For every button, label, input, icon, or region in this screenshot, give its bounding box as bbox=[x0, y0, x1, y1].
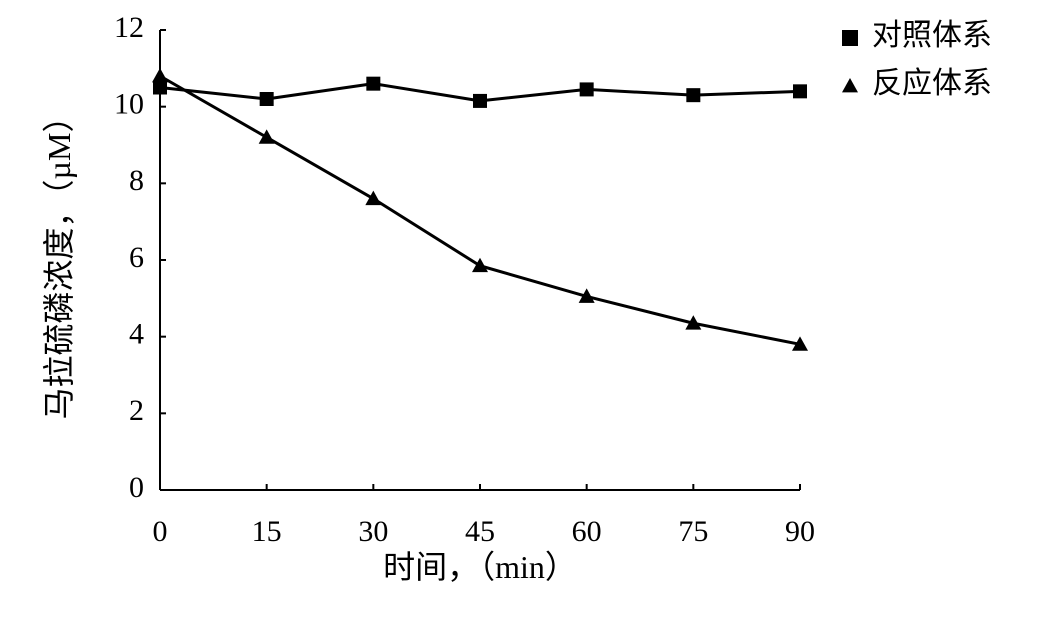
series-marker-reaction bbox=[152, 68, 168, 82]
series-marker-control bbox=[580, 82, 594, 96]
series-marker-control bbox=[260, 92, 274, 106]
series-marker-reaction bbox=[365, 191, 381, 205]
series-marker-control bbox=[473, 94, 487, 108]
series-line-reaction bbox=[160, 76, 800, 344]
y-tick-label: 2 bbox=[129, 394, 144, 427]
legend-label-control: 对照体系 bbox=[872, 19, 992, 52]
x-tick-label: 90 bbox=[785, 515, 815, 548]
x-tick-label: 30 bbox=[358, 515, 388, 548]
legend-item-reaction: 反应体系 bbox=[842, 67, 992, 100]
y-tick-label: 10 bbox=[114, 88, 144, 121]
x-tick-label: 45 bbox=[465, 515, 495, 548]
legend-marker-reaction bbox=[842, 78, 858, 92]
y-tick-label: 6 bbox=[129, 241, 144, 274]
x-tick-label: 60 bbox=[572, 515, 602, 548]
series-marker-reaction bbox=[472, 258, 488, 272]
x-axis-label: 时间，（min） bbox=[383, 549, 577, 585]
series-marker-control bbox=[153, 81, 167, 95]
y-axis-label: 马拉硫磷浓度，（µM） bbox=[41, 101, 77, 420]
y-tick-label: 12 bbox=[114, 11, 144, 44]
x-tick-label: 0 bbox=[153, 515, 168, 548]
y-tick-label: 8 bbox=[129, 164, 144, 197]
y-tick-label: 0 bbox=[129, 471, 144, 504]
series-marker-control bbox=[686, 88, 700, 102]
series-marker-control bbox=[793, 84, 807, 98]
series-reaction bbox=[152, 68, 808, 351]
x-tick-label: 15 bbox=[252, 515, 282, 548]
y-tick-label: 4 bbox=[129, 318, 144, 351]
legend-label-reaction: 反应体系 bbox=[872, 67, 992, 100]
series-marker-reaction bbox=[259, 129, 275, 143]
series-marker-control bbox=[366, 77, 380, 91]
legend-item-control: 对照体系 bbox=[842, 19, 992, 52]
legend-marker-control bbox=[842, 30, 858, 46]
x-tick-label: 75 bbox=[678, 515, 708, 548]
chart-container: 0 15 30 45 60 75 90 时间，（min） 0 2 4 6 8 10 12 马拉硫磷浓度，（µM… bbox=[0, 0, 1054, 631]
line-chart: 0 15 30 45 60 75 90 时间，（min） 0 2 4 6 8 10 12 马拉硫磷浓度，（µM… bbox=[0, 0, 1054, 631]
series-control bbox=[153, 77, 807, 108]
